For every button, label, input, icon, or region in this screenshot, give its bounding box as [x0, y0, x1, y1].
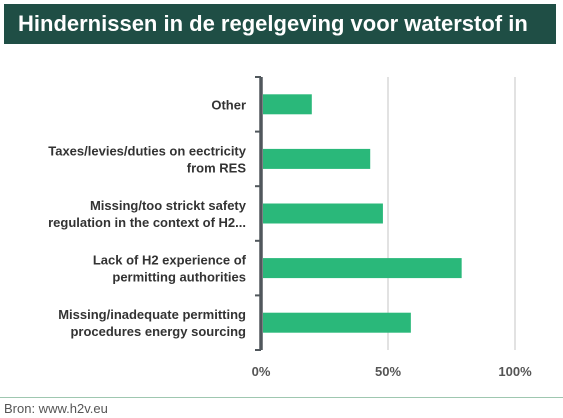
x-tick-label-0: 0% — [252, 364, 271, 379]
bar-chart: Other Taxes/levies/duties on eectricity fr… — [48, 76, 532, 379]
title-bar: Hindernissen in de regelgeving voor wate… — [4, 4, 556, 44]
chart-area: Other Taxes/levies/duties on eectricity fr… — [0, 60, 563, 390]
category-label-2-1: regulation in the context of H2... — [48, 215, 246, 230]
bar-0 — [263, 94, 312, 115]
source-label: Bron: www.h2v.eu — [4, 401, 108, 416]
category-label-1-0: Taxes/levies/duties on eectricity — [48, 143, 247, 158]
source-divider — [0, 397, 563, 398]
bar-3 — [263, 258, 462, 279]
category-label-3-0: Lack of H2 experience of — [93, 253, 247, 268]
x-tick-label-2: 100% — [498, 364, 532, 379]
category-label-4-0: Missing/inadequate permitting — [58, 307, 246, 322]
chart-title: Hindernissen in de regelgeving voor wate… — [18, 11, 528, 36]
bar-4 — [263, 312, 411, 333]
category-label-2-0: Missing/too strickt safety — [90, 198, 247, 213]
category-label-0-0: Other — [211, 97, 246, 112]
category-label-3-1: permitting authorities — [112, 270, 246, 285]
x-tick-label-1: 50% — [375, 364, 401, 379]
category-label-1-1: from RES — [187, 160, 247, 175]
bar-2 — [263, 203, 383, 224]
bar-1 — [263, 148, 371, 169]
category-label-4-1: procedures energy sourcing — [70, 324, 246, 339]
